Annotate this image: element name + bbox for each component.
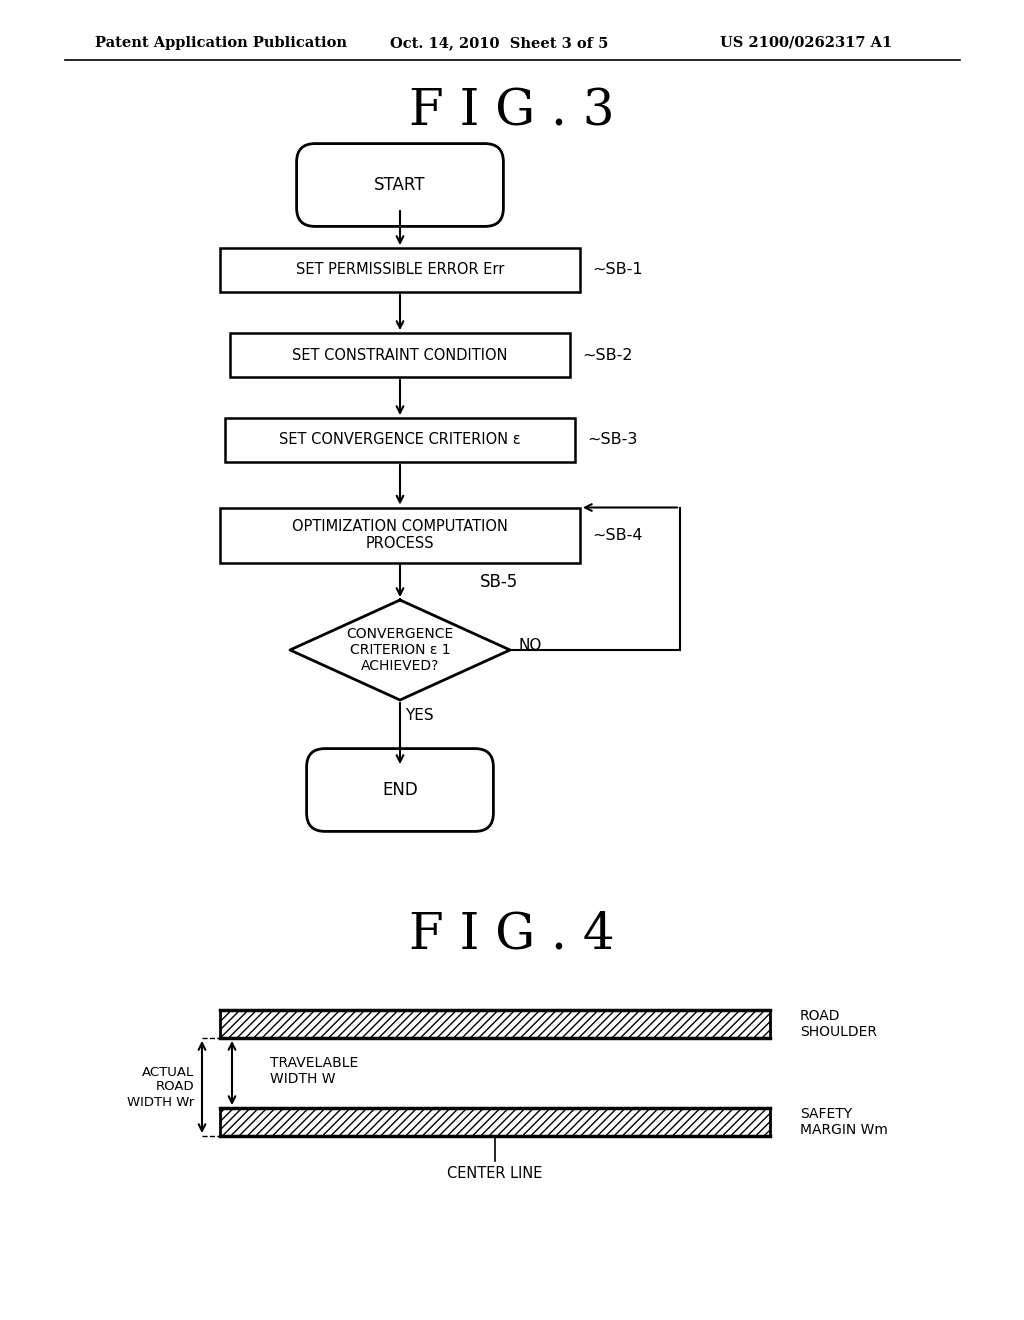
Text: F I G . 4: F I G . 4 [410, 911, 614, 960]
FancyBboxPatch shape [297, 144, 504, 227]
Bar [220, 248, 580, 292]
Text: END: END [382, 781, 418, 799]
FancyBboxPatch shape [306, 748, 494, 832]
Text: START: START [374, 176, 426, 194]
Text: ROAD
SHOULDER: ROAD SHOULDER [800, 1008, 877, 1039]
Text: F I G . 3: F I G . 3 [410, 87, 614, 137]
Text: YES: YES [406, 708, 433, 723]
Text: Oct. 14, 2010  Sheet 3 of 5: Oct. 14, 2010 Sheet 3 of 5 [390, 36, 608, 50]
Bar [220, 1010, 770, 1038]
Text: ~SB-3: ~SB-3 [587, 433, 637, 447]
Text: TRAVELABLE
WIDTH W: TRAVELABLE WIDTH W [270, 1056, 358, 1086]
Text: ~SB-4: ~SB-4 [592, 528, 642, 543]
Text: US 2100/0262317 A1: US 2100/0262317 A1 [720, 36, 892, 50]
Text: ~SB-1: ~SB-1 [592, 263, 643, 277]
Text: SB-5: SB-5 [480, 573, 518, 591]
Text: ~SB-2: ~SB-2 [582, 347, 633, 363]
Bar [225, 418, 575, 462]
Text: SAFETY
MARGIN Wm: SAFETY MARGIN Wm [800, 1107, 888, 1137]
Text: SET CONSTRAINT CONDITION: SET CONSTRAINT CONDITION [292, 347, 508, 363]
Bar [220, 507, 580, 562]
Text: OPTIMIZATION COMPUTATION
PROCESS: OPTIMIZATION COMPUTATION PROCESS [292, 519, 508, 552]
Text: SET CONVERGENCE CRITERION ε: SET CONVERGENCE CRITERION ε [280, 433, 521, 447]
Bar [230, 333, 570, 378]
Text: SET PERMISSIBLE ERROR Err: SET PERMISSIBLE ERROR Err [296, 263, 504, 277]
Bar [220, 1107, 770, 1137]
Polygon shape [290, 601, 510, 700]
Text: Patent Application Publication: Patent Application Publication [95, 36, 347, 50]
Text: CONVERGENCE
CRITERION ε 1
ACHIEVED?: CONVERGENCE CRITERION ε 1 ACHIEVED? [346, 627, 454, 673]
Text: CENTER LINE: CENTER LINE [447, 1167, 543, 1181]
Text: ACTUAL
ROAD
WIDTH Wr: ACTUAL ROAD WIDTH Wr [127, 1065, 194, 1109]
Text: NO: NO [518, 638, 542, 652]
